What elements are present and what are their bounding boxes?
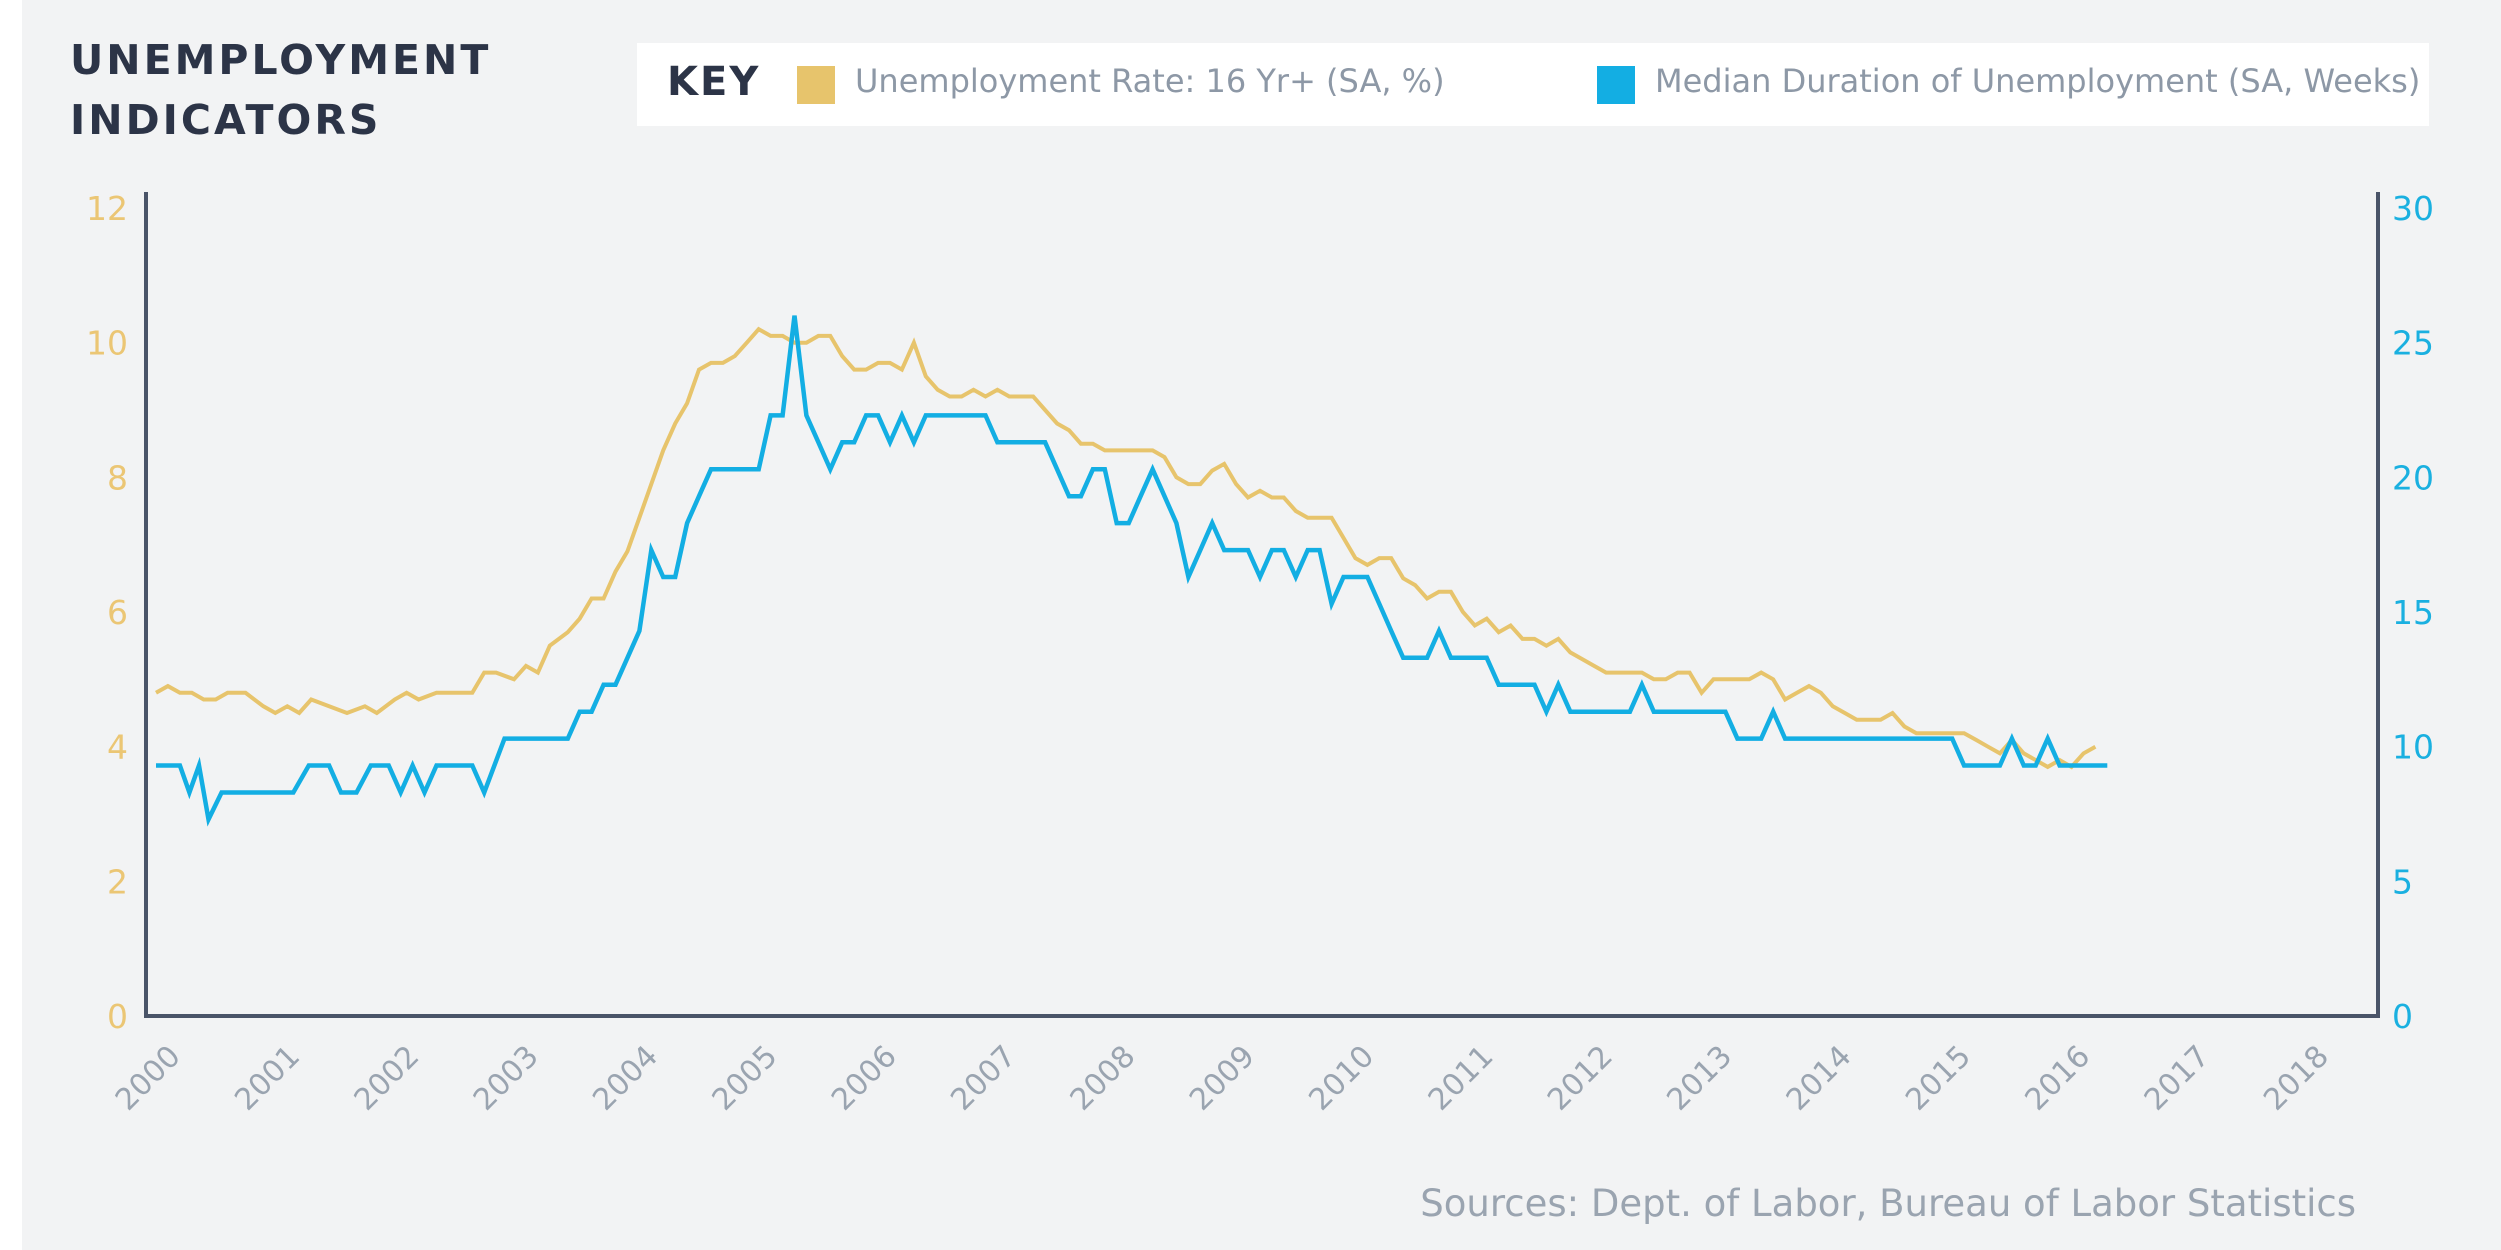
series-line-unemployment-rate [155,326,2097,770]
x-tick-label: 2000 [109,1039,188,1118]
tick-labels: 0 2 4 6 8 10 12 0 5 10 15 20 25 30 2000 2001 2002 2003 200… [86,189,2434,1118]
y-left-tick-label: 2 [107,862,128,901]
x-tick-label: 2002 [348,1039,427,1118]
y-left-tick-label: 6 [107,593,128,632]
x-tick-label: 2017 [2138,1039,2217,1118]
y-right-tick-label: 25 [2392,324,2434,363]
y-left-tick-label: 8 [107,458,128,497]
x-tick-label: 2016 [2018,1039,2097,1118]
x-tick-label: 2015 [1899,1039,1978,1118]
y-right-tick-label: 15 [2392,593,2434,632]
x-tick-label: 2014 [1780,1039,1859,1118]
x-tick-label: 2018 [2257,1039,2336,1118]
y-right-tick-label: 30 [2392,189,2434,228]
x-tick-label: 2008 [1064,1039,1143,1118]
x-tick-label: 2010 [1302,1039,1381,1118]
legend-title: KEY [667,59,761,105]
source-note: Sources: Dept. of Labor, Bureau of Labor… [1420,1182,2356,1225]
series-line-median-duration [156,315,2108,827]
legend-label-median-duration: Median Duration of Unemployment (SA, Wee… [1655,62,2421,100]
axes [144,192,2380,1018]
x-tick-label: 2007 [944,1039,1023,1118]
x-tick-label: 2005 [706,1039,785,1118]
y-left-tick-label: 4 [107,728,128,767]
x-tick-label: 2003 [467,1039,546,1118]
legend-label-unemployment-rate: Unemployment Rate: 16 Yr+ (SA, %) [855,62,1445,100]
legend: KEY Unemployment Rate: 16 Yr+ (SA, %) Me… [637,43,2429,126]
x-tick-label: 2009 [1183,1039,1262,1118]
series-lines [155,315,2108,827]
y-right-tick-label: 0 [2392,997,2413,1036]
x-tick-label: 2011 [1422,1039,1501,1118]
y-right-tick-label: 10 [2392,728,2434,767]
x-tick-label: 2001 [228,1039,307,1118]
x-tick-label: 2006 [825,1039,904,1118]
page-title: UNEMPLOYMENT INDICATORS [70,30,491,150]
y-left-tick-label: 0 [107,997,128,1036]
x-tick-label: 2013 [1660,1039,1739,1118]
title-line-1: UNEMPLOYMENT [70,36,492,84]
chart-card [22,0,2501,1250]
title-line-2: INDICATORS [70,96,382,144]
legend-swatch-unemployment-rate [797,66,835,104]
y-left-tick-label: 12 [86,189,128,228]
legend-swatch-median-duration [1597,66,1635,104]
x-tick-label: 2004 [586,1039,665,1118]
y-right-tick-label: 5 [2392,862,2413,901]
x-tick-label: 2012 [1541,1039,1620,1118]
y-right-tick-label: 20 [2392,458,2434,497]
y-left-tick-label: 10 [86,324,128,363]
